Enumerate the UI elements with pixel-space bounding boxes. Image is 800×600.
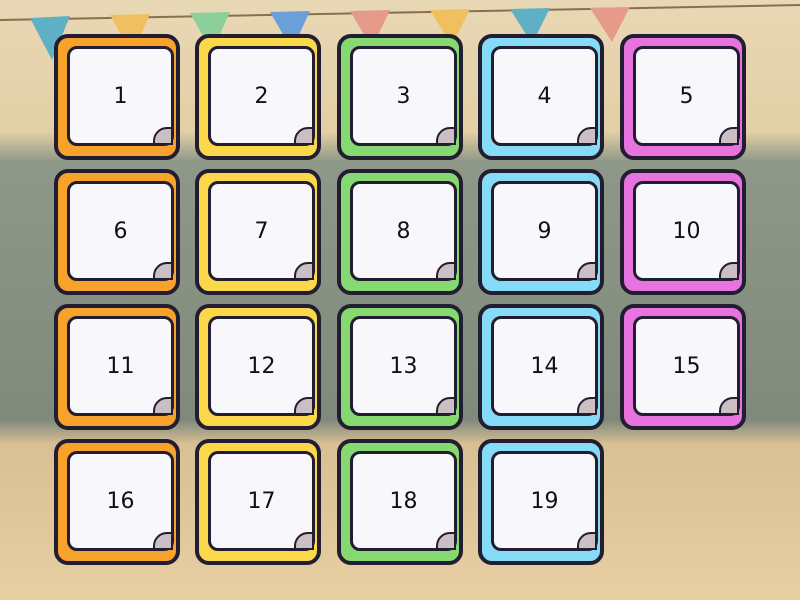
card-label: 7 — [208, 181, 315, 281]
card-label: 6 — [67, 181, 174, 281]
card-7[interactable]: 7 — [195, 169, 321, 295]
card-8[interactable]: 8 — [337, 169, 463, 295]
page-curl-icon — [577, 397, 597, 415]
page-curl-icon — [719, 127, 739, 145]
card-14[interactable]: 14 — [478, 304, 604, 430]
card-19[interactable]: 19 — [478, 439, 604, 565]
page-curl-icon — [577, 532, 597, 550]
page-curl-icon — [153, 127, 173, 145]
card-5[interactable]: 5 — [620, 34, 746, 160]
page-curl-icon — [153, 532, 173, 550]
card-label: 2 — [208, 46, 315, 146]
card-label: 9 — [491, 181, 598, 281]
card-3[interactable]: 3 — [337, 34, 463, 160]
card-label: 18 — [350, 451, 457, 551]
card-12[interactable]: 12 — [195, 304, 321, 430]
card-18[interactable]: 18 — [337, 439, 463, 565]
card-label: 4 — [491, 46, 598, 146]
page-curl-icon — [719, 262, 739, 280]
card-label: 17 — [208, 451, 315, 551]
page-curl-icon — [577, 262, 597, 280]
page-curl-icon — [153, 262, 173, 280]
card-label: 19 — [491, 451, 598, 551]
card-4[interactable]: 4 — [478, 34, 604, 160]
page-curl-icon — [436, 127, 456, 145]
page-curl-icon — [577, 127, 597, 145]
page-curl-icon — [294, 262, 314, 280]
card-6[interactable]: 6 — [54, 169, 180, 295]
page-curl-icon — [719, 397, 739, 415]
page-curl-icon — [294, 127, 314, 145]
card-label: 12 — [208, 316, 315, 416]
card-9[interactable]: 9 — [478, 169, 604, 295]
card-label: 5 — [633, 46, 740, 146]
page-curl-icon — [153, 397, 173, 415]
page-curl-icon — [436, 397, 456, 415]
card-label: 13 — [350, 316, 457, 416]
card-label: 16 — [67, 451, 174, 551]
card-16[interactable]: 16 — [54, 439, 180, 565]
card-label: 11 — [67, 316, 174, 416]
card-15[interactable]: 15 — [620, 304, 746, 430]
card-label: 15 — [633, 316, 740, 416]
page-curl-icon — [436, 532, 456, 550]
page-curl-icon — [294, 532, 314, 550]
card-label: 3 — [350, 46, 457, 146]
page-curl-icon — [294, 397, 314, 415]
card-label: 10 — [633, 181, 740, 281]
card-10[interactable]: 10 — [620, 169, 746, 295]
card-11[interactable]: 11 — [54, 304, 180, 430]
card-label: 1 — [67, 46, 174, 146]
card-13[interactable]: 13 — [337, 304, 463, 430]
card-17[interactable]: 17 — [195, 439, 321, 565]
page-curl-icon — [436, 262, 456, 280]
card-label: 14 — [491, 316, 598, 416]
card-label: 8 — [350, 181, 457, 281]
card-2[interactable]: 2 — [195, 34, 321, 160]
card-1[interactable]: 1 — [54, 34, 180, 160]
